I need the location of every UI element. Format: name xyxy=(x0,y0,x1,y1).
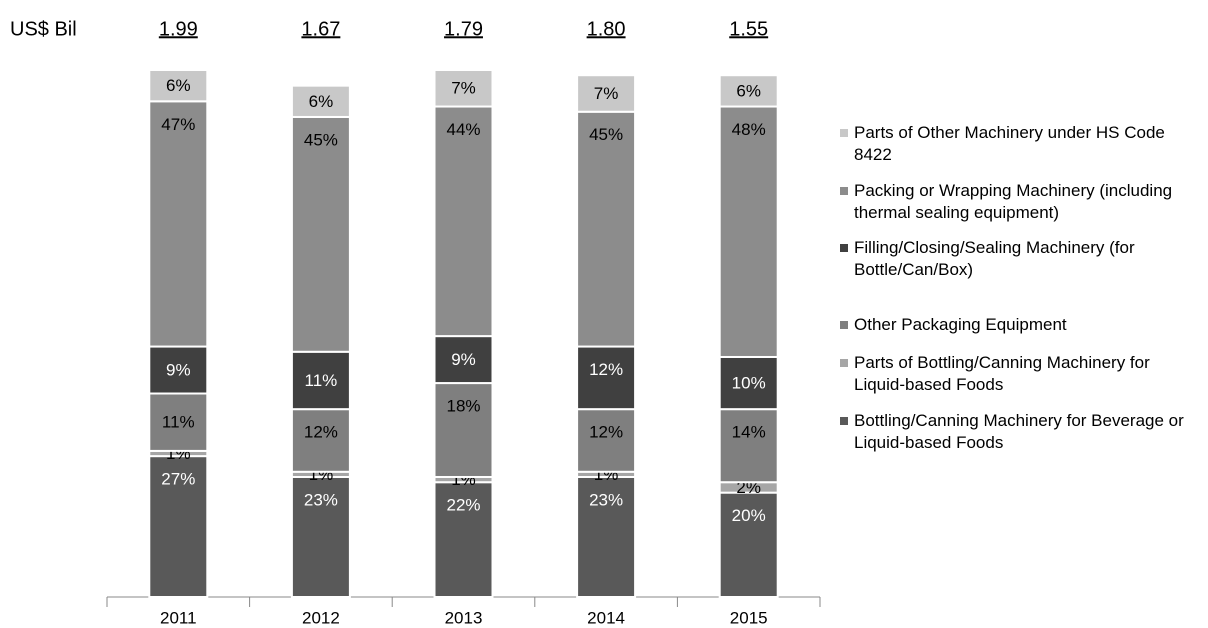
value-label: 10% xyxy=(732,374,766,393)
bar-segment xyxy=(433,382,494,478)
bar-segment xyxy=(148,392,209,452)
value-label: 9% xyxy=(451,350,476,369)
bar-segment xyxy=(290,84,351,118)
value-label: 48% xyxy=(732,120,766,139)
legend-label: Packing or Wrapping Machinery (including… xyxy=(854,181,1173,222)
total-label: 1.55 xyxy=(729,18,768,40)
total-label: 1.99 xyxy=(159,18,198,40)
x-tick-label: 2012 xyxy=(302,608,340,627)
value-label: 11% xyxy=(305,371,338,390)
legend-label: Parts of Other Machinery under HS Code 8… xyxy=(854,123,1165,164)
bar-segment xyxy=(718,408,779,484)
bar-segment xyxy=(433,105,494,338)
legend-label: Other Packaging Equipment xyxy=(854,315,1067,334)
bar-segment xyxy=(290,115,351,353)
value-label: 14% xyxy=(732,423,766,442)
bar-segment xyxy=(433,69,494,108)
x-tick-label: 2011 xyxy=(160,608,197,627)
legend-entry: Filling/Closing/Sealing Machinery (for B… xyxy=(840,237,1204,281)
value-label: 45% xyxy=(304,130,338,149)
bar-segment xyxy=(290,408,351,473)
x-tick-label: 2013 xyxy=(445,608,483,627)
x-tick-label: 2014 xyxy=(587,608,625,627)
value-label: 27% xyxy=(161,470,195,489)
legend-entry: Other Packaging Equipment xyxy=(840,314,1204,336)
bar-segment xyxy=(290,350,351,411)
value-label: 9% xyxy=(166,361,191,380)
bar-segment xyxy=(718,105,779,358)
bar-segment xyxy=(433,481,494,598)
value-label: 6% xyxy=(309,92,334,111)
bar-segment xyxy=(148,69,209,103)
legend-swatch xyxy=(840,187,848,195)
legend-swatch xyxy=(840,417,848,425)
legend-label: Parts of Bottling/Canning Machinery for … xyxy=(854,353,1150,394)
value-label: 45% xyxy=(589,125,623,144)
legend-entry: Parts of Other Machinery under HS Code 8… xyxy=(840,122,1204,166)
x-tick-label: 2015 xyxy=(730,608,768,627)
bar-segment xyxy=(718,491,779,598)
value-label: 12% xyxy=(589,360,623,379)
legend-label: Bottling/Canning Machinery for Beverage … xyxy=(854,411,1184,452)
total-label: 1.79 xyxy=(444,18,483,40)
legend-entry: Bottling/Canning Machinery for Beverage … xyxy=(840,410,1204,454)
value-label: 7% xyxy=(451,79,476,98)
value-label: 18% xyxy=(446,397,480,416)
total-label: 1.67 xyxy=(301,18,340,40)
value-label: 11% xyxy=(162,413,195,432)
bar-segment xyxy=(148,455,209,598)
legend-entry: Packing or Wrapping Machinery (including… xyxy=(840,180,1204,224)
value-label: 22% xyxy=(446,496,480,515)
legend-swatch xyxy=(840,129,848,137)
bar-segment xyxy=(576,475,637,599)
unit-label: US$ Bil xyxy=(10,18,77,40)
value-label: 6% xyxy=(736,81,761,100)
bar-segment xyxy=(576,74,637,113)
legend-swatch xyxy=(840,321,848,329)
total-label: 1.80 xyxy=(587,18,626,40)
bar-segment xyxy=(148,345,209,395)
value-label: 23% xyxy=(304,490,338,509)
value-label: 7% xyxy=(594,84,619,103)
bar-segment xyxy=(148,100,209,348)
bar-segment xyxy=(576,110,637,348)
value-label: 12% xyxy=(304,423,338,442)
value-label: 23% xyxy=(589,490,623,509)
bar-segment xyxy=(718,74,779,108)
bar-segment xyxy=(576,345,637,411)
bar-segment xyxy=(576,408,637,473)
value-label: 20% xyxy=(732,506,766,525)
value-label: 6% xyxy=(166,76,191,95)
value-label: 47% xyxy=(161,115,195,134)
value-label: 44% xyxy=(446,120,480,139)
value-label: 12% xyxy=(589,423,623,442)
legend-swatch xyxy=(840,359,848,367)
legend-label: Filling/Closing/Sealing Machinery (for B… xyxy=(854,238,1135,279)
legend-swatch xyxy=(840,244,848,252)
legend-entry: Parts of Bottling/Canning Machinery for … xyxy=(840,352,1204,396)
bar-segment xyxy=(290,475,351,599)
